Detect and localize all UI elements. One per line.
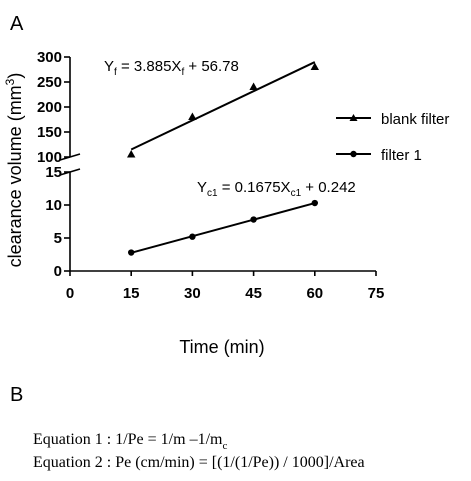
ticks-group: 0 15 30 45 60 75 100 150 200 250 300 0 5 10 15 bbox=[37, 49, 384, 302]
panel-a-label: A bbox=[10, 13, 24, 35]
fit-line-filter-1 bbox=[130, 202, 316, 254]
point-blank-filter bbox=[310, 62, 319, 70]
legend: blank filter filter 1 bbox=[336, 111, 449, 164]
equation-filter-1: Yc1 = 0.1675Xc1 + 0.242 bbox=[197, 179, 356, 199]
x-tick-label: 0 bbox=[66, 285, 74, 302]
x-tick-label: 15 bbox=[123, 285, 140, 302]
chart-axes bbox=[59, 57, 376, 272]
fit-line-blank-filter bbox=[130, 61, 316, 151]
point-filter-1 bbox=[189, 233, 196, 240]
x-tick-label: 30 bbox=[184, 285, 201, 302]
legend-marker-filter-1 bbox=[350, 150, 357, 158]
legend-label-filter-1: filter 1 bbox=[381, 147, 422, 164]
lower-y-tick-label: 5 bbox=[54, 230, 62, 247]
point-filter-1 bbox=[128, 249, 135, 256]
point-filter-1 bbox=[311, 199, 318, 207]
x-tick-label: 75 bbox=[368, 285, 385, 302]
x-axis-label: Time (min) bbox=[179, 337, 264, 357]
x-tick-label: 45 bbox=[245, 285, 262, 302]
upper-y-tick-label: 150 bbox=[37, 124, 62, 141]
point-blank-filter bbox=[127, 150, 136, 158]
x-tick-label: 60 bbox=[306, 285, 323, 302]
equation-2: Equation 2 : Pe (cm/min) = [(1/(1/Pe)) /… bbox=[33, 454, 365, 471]
lower-y-tick-label: 15 bbox=[45, 164, 62, 181]
point-filter-1 bbox=[250, 216, 257, 223]
y-axis-label: clearance volume (mm3) bbox=[3, 73, 25, 268]
equation-blank-filter: Yf = 3.885Xf + 56.78 bbox=[104, 58, 239, 78]
upper-y-tick-label: 250 bbox=[37, 74, 62, 91]
data-points bbox=[127, 62, 319, 256]
legend-marker-blank-filter bbox=[349, 114, 358, 121]
upper-y-tick-label: 300 bbox=[37, 49, 62, 66]
equation-1: Equation 1 : 1/Pe = 1/m –1/mc bbox=[33, 431, 227, 452]
lower-y-tick-label: 0 bbox=[54, 263, 62, 280]
point-blank-filter bbox=[249, 82, 258, 90]
upper-y-tick-label: 200 bbox=[37, 99, 62, 116]
upper-y-tick-label: 100 bbox=[37, 149, 62, 166]
panel-b-label: B bbox=[10, 384, 23, 406]
legend-label-blank-filter: blank filter bbox=[381, 111, 449, 128]
fit-lines bbox=[130, 61, 316, 254]
lower-y-tick-label: 10 bbox=[45, 197, 62, 214]
point-blank-filter bbox=[188, 112, 197, 120]
